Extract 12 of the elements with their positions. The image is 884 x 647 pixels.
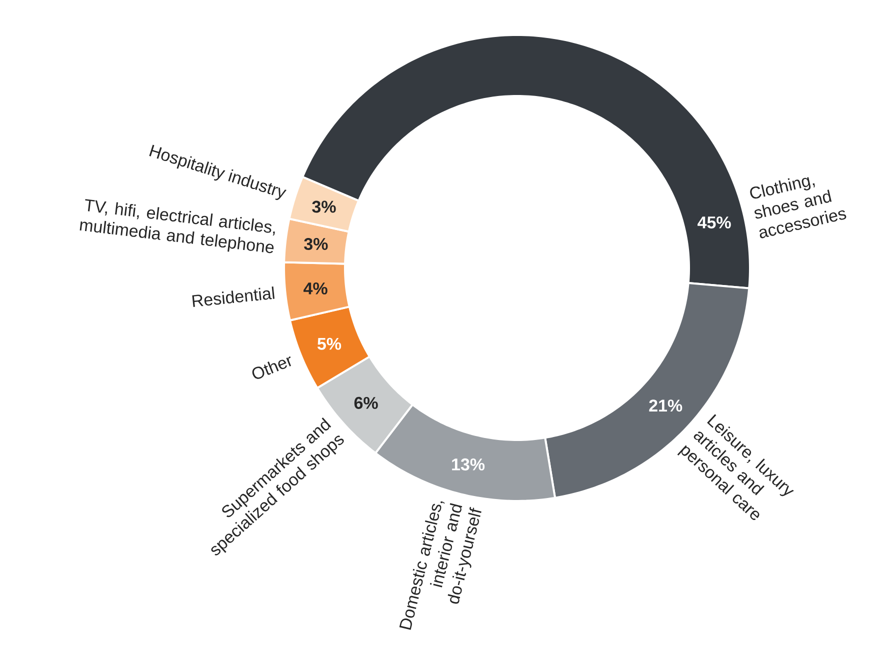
data-label: 3% (312, 200, 336, 213)
data-label: 6% (354, 396, 378, 409)
slice-label: Residential (192, 286, 275, 307)
slice-label: Other (252, 356, 292, 379)
slice-label: TV, hifi, electrical articles, multimedia and telephone (80, 199, 275, 254)
data-label: 5% (317, 338, 342, 350)
slice-label: Clothing, shoes and accessories (750, 177, 846, 238)
data-label: 4% (304, 282, 328, 294)
data-label: 13% (452, 458, 485, 470)
data-label: 45% (698, 216, 731, 228)
data-label: 3% (304, 238, 328, 250)
data-label: 21% (649, 400, 682, 412)
